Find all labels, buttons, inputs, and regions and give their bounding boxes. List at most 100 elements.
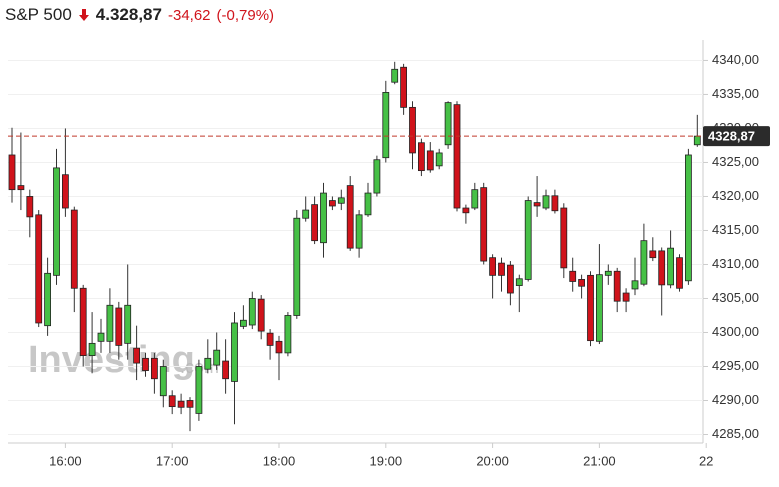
candle-body (373, 159, 381, 194)
y-tick-label: 4325,00 (712, 154, 759, 169)
candle (70, 206, 78, 313)
candle-body (489, 257, 497, 276)
candle (337, 189, 345, 211)
candle-body (293, 217, 301, 316)
candle (515, 274, 523, 313)
candle-body (444, 102, 452, 146)
candle-body (328, 200, 336, 207)
candle (391, 61, 399, 85)
candle (320, 182, 327, 258)
candle-body (417, 142, 425, 172)
candle (471, 182, 479, 211)
candle-body (275, 340, 283, 354)
candle-body (435, 152, 443, 167)
candle (658, 247, 666, 316)
candle-body (337, 197, 345, 204)
candle-body (35, 214, 43, 324)
candle (685, 148, 692, 285)
price: 4.328,87 (95, 5, 162, 24)
candle-body (400, 66, 408, 108)
candle (284, 312, 292, 357)
candle-body (346, 185, 354, 249)
candle-body (506, 264, 514, 294)
change: -34,62 (167, 6, 211, 24)
candle-body (88, 342, 96, 357)
y-tick-label: 4315,00 (712, 222, 759, 237)
y-tick-label: 4340,00 (712, 52, 759, 67)
candle (186, 397, 194, 432)
candle (693, 114, 701, 147)
candle (8, 127, 16, 203)
candle-body (622, 292, 630, 302)
y-tick-label: 4290,00 (712, 392, 759, 407)
candle-body (257, 298, 265, 332)
candle (195, 359, 203, 421)
candle (79, 284, 87, 367)
candle (560, 203, 568, 279)
candle (622, 288, 630, 313)
candle (578, 274, 585, 299)
x-tick-label: 17:00 (156, 453, 189, 468)
candle (53, 148, 60, 285)
candle-body (177, 400, 185, 408)
x-tick-label: 22 (699, 453, 713, 468)
candle-body (355, 214, 363, 249)
candle-body (106, 304, 114, 342)
header: S&P 500 4.328,87 -34,62 (-0,79%) (5, 5, 274, 25)
y-tick-label: 4285,00 (712, 426, 759, 441)
candle-body (685, 154, 692, 282)
candle (311, 196, 319, 245)
candle (88, 312, 96, 374)
candle-body (498, 262, 505, 276)
y-tick-label: 4300,00 (712, 324, 759, 339)
x-tick-label: 19:00 (370, 453, 403, 468)
candle-body (551, 195, 559, 212)
candle-body (524, 200, 532, 280)
candle-body (382, 92, 390, 159)
candle (346, 176, 354, 251)
candle (551, 189, 559, 214)
candle-body (320, 192, 327, 244)
candle-body (604, 270, 612, 276)
candle-body (142, 357, 149, 371)
candle-body (302, 209, 310, 219)
y-tick-label: 4320,00 (712, 188, 759, 203)
candle (667, 230, 674, 289)
candle (222, 339, 230, 394)
candle-body (676, 257, 683, 289)
candle (542, 189, 550, 211)
candle-body (613, 270, 621, 302)
candle-body (186, 400, 194, 408)
candle-body (159, 366, 167, 397)
candle (293, 210, 301, 319)
candle (275, 335, 283, 381)
candle (613, 267, 621, 313)
candle-body (578, 279, 585, 287)
x-tick-label: 16:00 (49, 453, 82, 468)
candle (480, 182, 488, 265)
watermark: Investing (28, 339, 195, 381)
candle (35, 210, 43, 328)
candle (596, 244, 603, 345)
y-tick-label: 4305,00 (712, 290, 759, 305)
candle (435, 148, 443, 170)
candle (44, 257, 51, 336)
candle (26, 189, 34, 238)
candle (168, 390, 176, 415)
candle-body (53, 167, 60, 276)
candle (177, 393, 185, 415)
candle (373, 155, 381, 197)
candle-body (693, 135, 701, 146)
candle (409, 101, 416, 170)
x-tick-label: 20:00 (476, 453, 509, 468)
candle-body (115, 307, 123, 346)
candle (604, 264, 612, 285)
candle (159, 359, 167, 408)
candle (400, 63, 408, 115)
candle (355, 210, 363, 258)
candle-body (391, 68, 399, 83)
candle (676, 254, 683, 292)
candle-body (150, 357, 158, 380)
candle (302, 196, 310, 222)
